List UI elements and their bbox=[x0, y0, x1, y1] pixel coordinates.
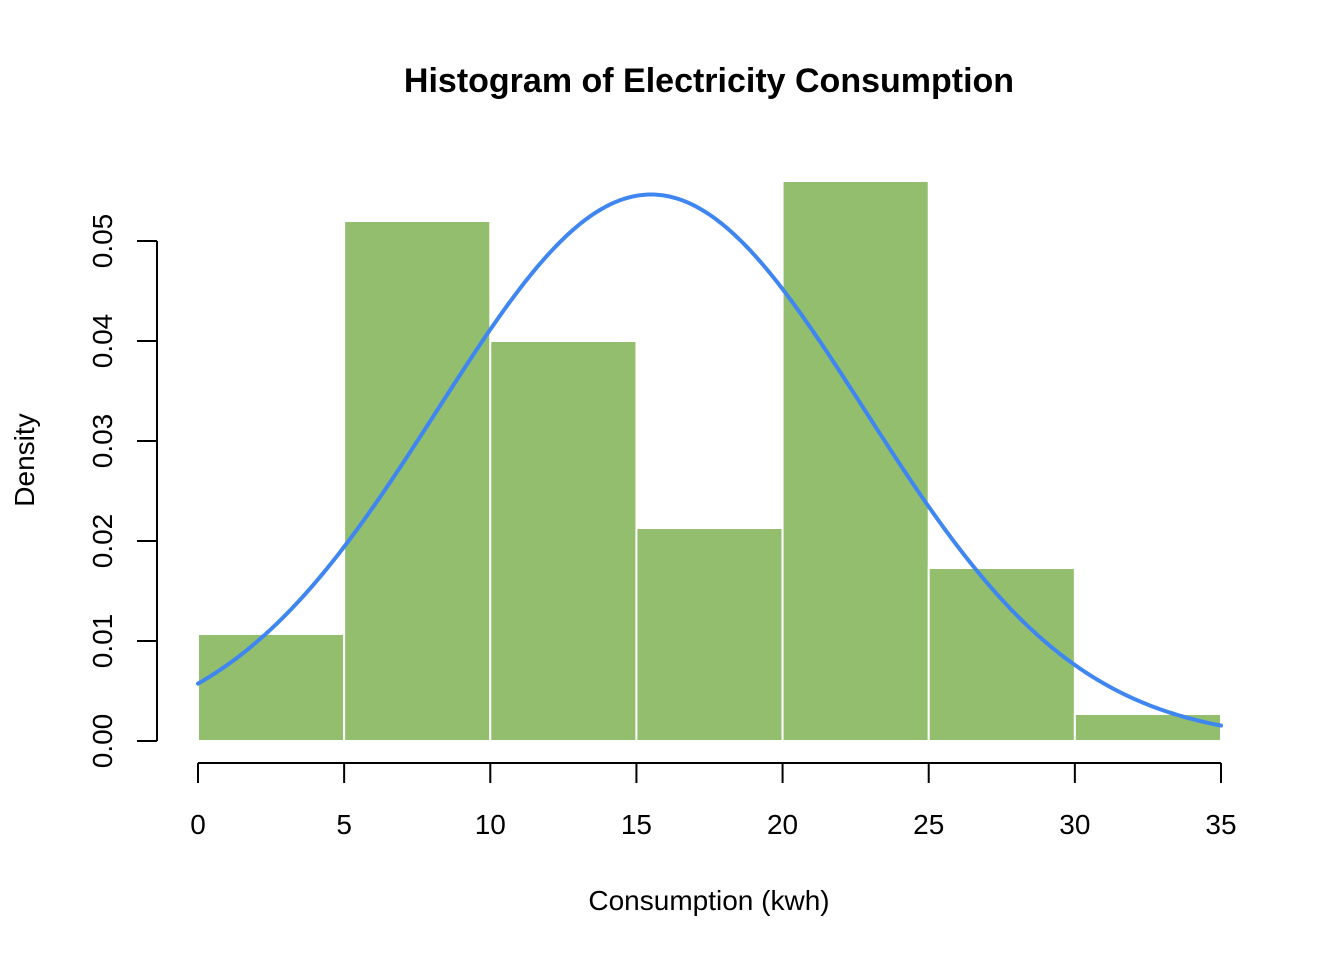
y-tick-label: 0.00 bbox=[87, 714, 118, 769]
y-tick-label: 0.03 bbox=[87, 414, 118, 469]
x-tick-label: 10 bbox=[475, 809, 506, 840]
x-tick-label: 30 bbox=[1059, 809, 1090, 840]
x-axis-label: Consumption (kwh) bbox=[588, 885, 829, 916]
y-tick-label: 0.02 bbox=[87, 514, 118, 569]
chart-title: Histogram of Electricity Consumption bbox=[404, 62, 1014, 100]
density-curve bbox=[196, 192, 1223, 728]
y-tick-label: 0.04 bbox=[87, 314, 118, 369]
density-curve-group bbox=[196, 192, 1223, 728]
x-tick-label: 25 bbox=[913, 809, 944, 840]
x-tick-label: 20 bbox=[767, 809, 798, 840]
histogram-bar-4 bbox=[781, 180, 930, 742]
histogram-bar-0 bbox=[197, 633, 346, 742]
histogram-bar-1 bbox=[343, 220, 492, 742]
bars-group bbox=[197, 180, 1223, 742]
histogram-bar-2 bbox=[489, 340, 638, 742]
x-tick-label: 35 bbox=[1205, 809, 1236, 840]
y-axis-label: Density bbox=[9, 413, 40, 506]
y-tick-label: 0.01 bbox=[87, 614, 118, 669]
histogram-bar-6 bbox=[1073, 713, 1223, 742]
x-tick-label: 15 bbox=[621, 809, 652, 840]
y-axis: 0.00 0.01 0.02 0.03 0.04 0.05 bbox=[87, 214, 158, 769]
x-tick-label: 0 bbox=[190, 809, 206, 840]
histogram-bar-3 bbox=[635, 527, 784, 742]
x-tick-label: 5 bbox=[336, 809, 352, 840]
histogram-bar-5 bbox=[927, 567, 1076, 742]
y-tick-label: 0.05 bbox=[87, 214, 118, 269]
x-axis: 0 5 10 15 20 25 30 35 bbox=[190, 762, 1237, 840]
